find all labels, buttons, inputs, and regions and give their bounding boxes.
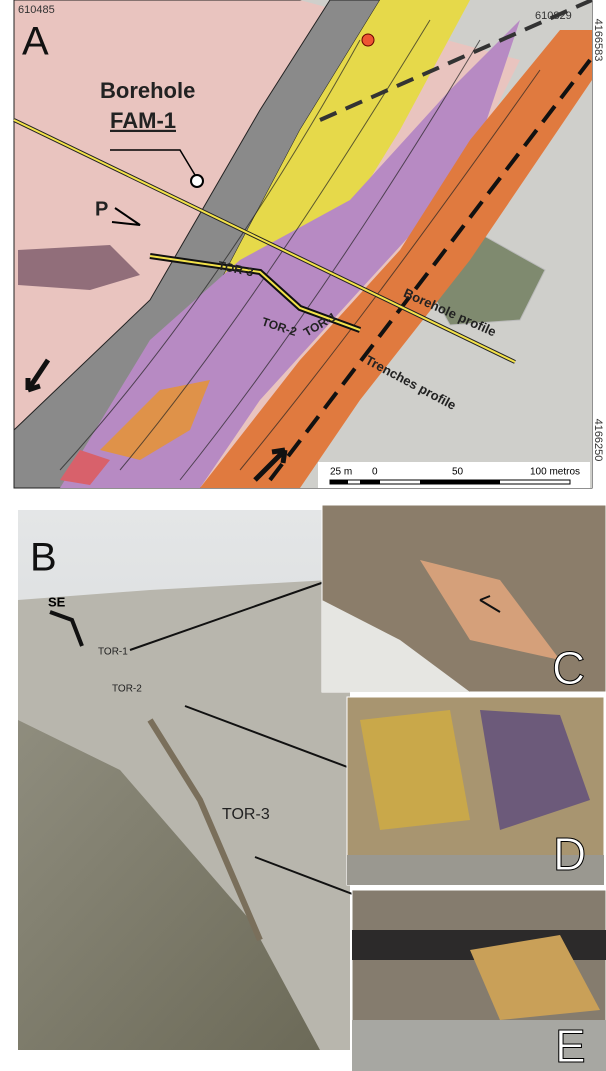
figure: 610485 610829 4166583 4166250 A Borehole… — [0, 0, 606, 1071]
scale-label: 25 m — [330, 467, 352, 478]
panel-label: A — [22, 20, 49, 64]
scale-label: 0 — [372, 467, 378, 478]
panel-b: B SE TOR-1 TOR-2 TOR-3 — [18, 510, 355, 1050]
inset-c: C — [322, 505, 606, 694]
page: 610485 610829 4166583 4166250 A Borehole… — [0, 0, 606, 1071]
inset-label: C — [552, 642, 585, 694]
borehole-name: FAM-1 — [110, 108, 176, 133]
coord-label: 610485 — [18, 4, 55, 16]
inset-label: D — [553, 828, 586, 880]
coord-label: 610829 — [535, 10, 572, 22]
trench-label: TOR-1 — [98, 647, 128, 658]
borehole-marker — [191, 175, 203, 187]
coord-label: 4166250 — [592, 419, 604, 462]
panel-a: 610485 610829 4166583 4166250 A Borehole… — [14, 0, 604, 488]
coord-label: 4166583 — [592, 19, 604, 62]
panel-label: B — [30, 536, 57, 580]
inset-e: E — [352, 890, 606, 1071]
direction-label: SE — [48, 594, 66, 609]
scale-label: 100 metros — [530, 467, 580, 478]
inset-d: D — [347, 697, 604, 885]
inset-label: E — [555, 1020, 586, 1071]
scale-label: 50 — [452, 467, 464, 478]
p-label: P — [95, 198, 108, 220]
trench-label: TOR-2 — [112, 684, 142, 695]
borehole-label: Borehole — [100, 78, 195, 103]
red-marker — [362, 34, 374, 46]
trench-label: TOR-3 — [222, 806, 270, 823]
